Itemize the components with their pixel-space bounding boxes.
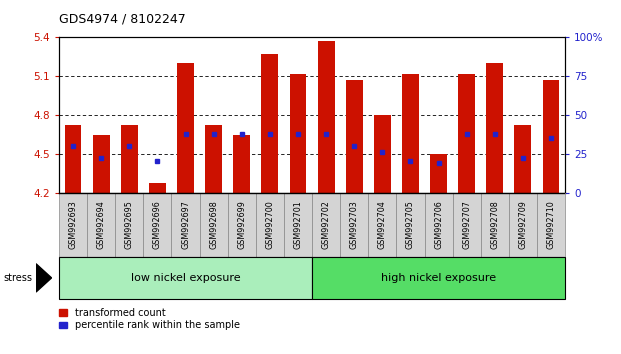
Bar (537, 193, 565, 257)
Bar (149, 183, 166, 193)
Bar (481, 193, 509, 257)
Text: GSM992696: GSM992696 (153, 201, 162, 249)
Text: GSM992701: GSM992701 (294, 201, 302, 249)
Text: stress: stress (3, 273, 32, 283)
Bar (121, 125, 138, 193)
Legend: transformed count, percentile rank within the sample: transformed count, percentile rank withi… (59, 308, 240, 330)
Bar (171, 193, 199, 257)
Bar (199, 193, 228, 257)
Text: GSM992697: GSM992697 (181, 201, 190, 250)
Text: GSM992704: GSM992704 (378, 201, 387, 249)
Bar (312, 193, 340, 257)
Text: GSM992695: GSM992695 (125, 201, 134, 250)
Bar (256, 193, 284, 257)
Text: GSM992705: GSM992705 (406, 201, 415, 250)
Polygon shape (36, 264, 52, 292)
Bar (374, 115, 391, 193)
Bar (486, 63, 503, 193)
Bar (261, 54, 278, 193)
Text: GSM992706: GSM992706 (434, 201, 443, 249)
Text: GSM992699: GSM992699 (237, 201, 247, 250)
Bar (318, 41, 335, 193)
Bar (514, 125, 532, 193)
Text: GDS4974 / 8102247: GDS4974 / 8102247 (59, 12, 186, 25)
Bar (143, 193, 171, 257)
Bar (284, 193, 312, 257)
Text: GSM992693: GSM992693 (68, 201, 78, 249)
Text: high nickel exposure: high nickel exposure (381, 273, 496, 283)
Bar (177, 63, 194, 193)
Bar (59, 257, 312, 299)
Text: GSM992707: GSM992707 (462, 201, 471, 250)
Text: GSM992700: GSM992700 (265, 201, 274, 249)
Text: GSM992702: GSM992702 (322, 201, 330, 250)
Bar (430, 154, 447, 193)
Bar (116, 193, 143, 257)
Bar (65, 125, 81, 193)
Text: GSM992708: GSM992708 (491, 201, 499, 249)
Bar (205, 125, 222, 193)
Bar (396, 193, 425, 257)
Bar (453, 193, 481, 257)
Bar (289, 74, 306, 193)
Text: GSM992694: GSM992694 (97, 201, 106, 249)
Bar (340, 193, 368, 257)
Bar (509, 193, 537, 257)
Bar (233, 135, 250, 193)
Bar (543, 80, 560, 193)
Text: GSM992703: GSM992703 (350, 201, 359, 249)
Bar (87, 193, 116, 257)
Bar (93, 135, 109, 193)
Text: low nickel exposure: low nickel exposure (130, 273, 240, 283)
Bar (368, 193, 396, 257)
Bar (458, 74, 475, 193)
Bar (228, 193, 256, 257)
Bar (402, 74, 419, 193)
Bar (59, 193, 87, 257)
Text: GSM992698: GSM992698 (209, 201, 218, 249)
Text: GSM992709: GSM992709 (519, 201, 527, 250)
Bar (346, 80, 363, 193)
Bar (425, 193, 453, 257)
Text: GSM992710: GSM992710 (546, 201, 556, 249)
Bar (312, 257, 565, 299)
